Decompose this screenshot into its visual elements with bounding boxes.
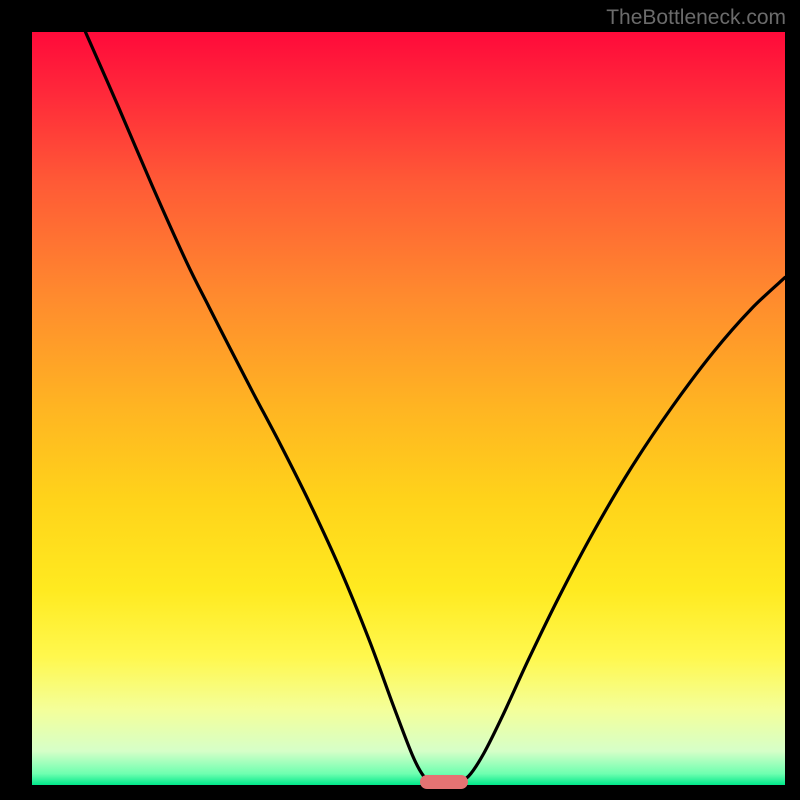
gradient-background: [32, 32, 785, 785]
chart-container: TheBottleneck.com: [0, 0, 800, 800]
watermark-text: TheBottleneck.com: [606, 6, 786, 30]
plot-area: [32, 32, 785, 785]
optimal-marker: [420, 775, 468, 789]
